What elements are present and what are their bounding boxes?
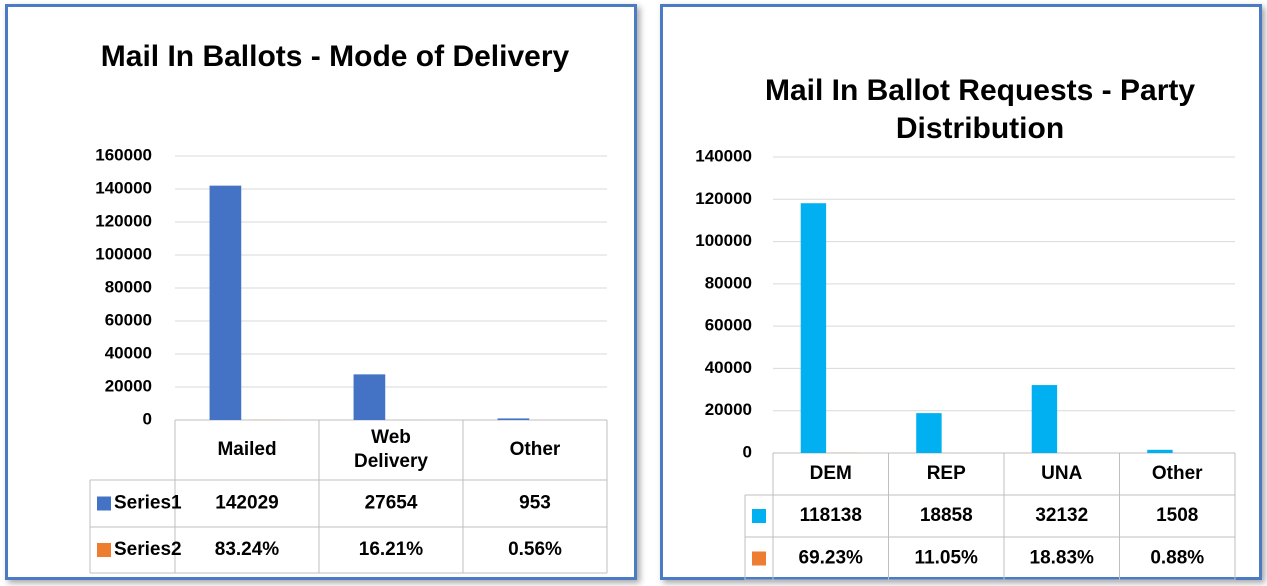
bar <box>800 203 827 453</box>
y-tick-label: 160000 <box>95 145 152 164</box>
y-tick-label: 80000 <box>105 277 152 296</box>
legend-key <box>97 496 111 511</box>
y-tick-label: 140000 <box>95 178 152 197</box>
y-tick-label: 0 <box>143 409 152 428</box>
category-label: Other <box>509 439 561 460</box>
y-tick-label: 40000 <box>705 358 752 377</box>
data-table-value: 32132 <box>1035 505 1088 526</box>
category-label: UNA <box>1041 463 1083 484</box>
bar <box>353 374 386 420</box>
y-tick-label: 40000 <box>105 343 152 362</box>
chart-title: Mail In Ballots - Mode of Delivery <box>100 40 570 73</box>
data-table-value: 142029 <box>215 493 278 514</box>
y-tick-label: 120000 <box>695 189 752 208</box>
data-table-value: 953 <box>519 493 551 514</box>
data-table-value: 18.83% <box>1030 548 1095 569</box>
legend-key <box>752 509 766 523</box>
y-tick-label: 100000 <box>695 231 752 250</box>
bar <box>1147 449 1173 453</box>
data-table-value: 118138 <box>800 505 862 526</box>
chart-title: Mail In Ballot Requests - Party Distribu… <box>764 74 1196 145</box>
y-tick-label: 20000 <box>705 400 752 419</box>
data-table-value: 27654 <box>365 493 418 514</box>
legend-key <box>97 543 111 557</box>
bar <box>497 418 530 420</box>
data-table-value: 18858 <box>920 505 973 526</box>
data-table-value: 16.21% <box>359 539 424 560</box>
y-tick-label: 140000 <box>695 146 752 165</box>
bar <box>1031 385 1058 453</box>
y-tick-label: 80000 <box>705 273 752 292</box>
chart-panel <box>5 4 637 580</box>
legend-key <box>752 551 766 566</box>
category-label: DEM <box>809 463 852 484</box>
legend-label: Series1 <box>114 493 182 514</box>
data-table-value: 11.05% <box>915 548 978 569</box>
data-table-value: 83.24% <box>215 539 280 560</box>
data-table-value: 0.56% <box>508 539 562 560</box>
y-tick-label: 20000 <box>105 376 152 395</box>
bar <box>209 185 242 420</box>
category-label: Web Delivery <box>354 427 428 472</box>
data-table-value: 1508 <box>1156 505 1198 526</box>
legend-label: Series2 <box>114 539 182 560</box>
y-tick-label: 60000 <box>705 316 752 335</box>
chart-panel <box>660 4 1262 580</box>
bar <box>916 413 942 453</box>
category-label: Other <box>1151 463 1203 484</box>
y-tick-label: 60000 <box>105 310 152 329</box>
data-table-value: 69.23% <box>799 548 864 569</box>
data-table-value: 0.88% <box>1150 548 1204 569</box>
category-label: Mailed <box>217 439 277 460</box>
y-tick-label: 120000 <box>95 211 152 230</box>
y-tick-label: 0 <box>743 442 752 461</box>
y-tick-label: 100000 <box>95 244 152 263</box>
category-label: REP <box>926 463 966 484</box>
